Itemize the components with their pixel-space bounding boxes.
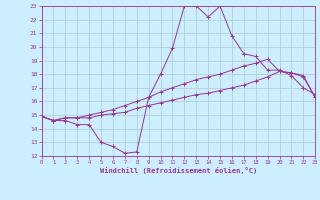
X-axis label: Windchill (Refroidissement éolien,°C): Windchill (Refroidissement éolien,°C) (100, 167, 257, 174)
